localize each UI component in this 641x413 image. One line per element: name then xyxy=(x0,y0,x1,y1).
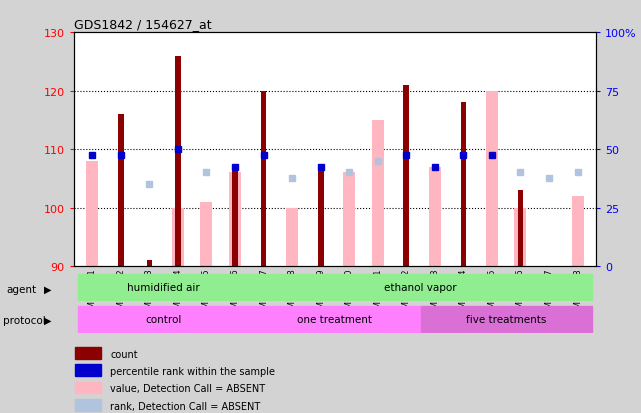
Text: count: count xyxy=(110,349,138,359)
Bar xyxy=(201,202,212,266)
Bar xyxy=(286,208,298,266)
Text: rank, Detection Call = ABSENT: rank, Detection Call = ABSENT xyxy=(110,401,260,411)
Text: GDS1842 / 154627_at: GDS1842 / 154627_at xyxy=(74,17,212,31)
Bar xyxy=(118,115,124,266)
Bar xyxy=(75,382,101,394)
Text: agent: agent xyxy=(6,284,37,294)
Text: percentile rank within the sample: percentile rank within the sample xyxy=(110,366,275,376)
Bar xyxy=(460,103,466,266)
Bar xyxy=(75,347,101,359)
Bar xyxy=(318,167,324,266)
Text: ▶: ▶ xyxy=(44,284,51,294)
Bar xyxy=(403,85,409,266)
Bar xyxy=(175,56,181,266)
Bar xyxy=(372,121,384,266)
Bar xyxy=(249,306,420,332)
Bar xyxy=(172,208,184,266)
Bar xyxy=(75,399,101,411)
Bar xyxy=(420,306,592,332)
Text: ▶: ▶ xyxy=(44,315,51,325)
Bar xyxy=(429,167,441,266)
Text: control: control xyxy=(146,314,182,324)
Bar xyxy=(75,365,101,376)
Text: ethanol vapor: ethanol vapor xyxy=(384,282,457,292)
Bar xyxy=(486,91,498,266)
Bar xyxy=(515,208,526,266)
Bar xyxy=(572,196,583,266)
Bar xyxy=(147,261,152,266)
Bar xyxy=(518,190,523,266)
Bar xyxy=(249,275,592,300)
Text: five treatments: five treatments xyxy=(466,314,546,324)
Bar xyxy=(87,161,98,266)
Text: protocol: protocol xyxy=(3,315,46,325)
Bar xyxy=(78,306,249,332)
Bar xyxy=(229,173,241,266)
Bar xyxy=(232,167,238,266)
Bar xyxy=(343,173,355,266)
Text: one treatment: one treatment xyxy=(297,314,372,324)
Text: value, Detection Call = ABSENT: value, Detection Call = ABSENT xyxy=(110,383,265,394)
Bar xyxy=(78,275,249,300)
Text: humidified air: humidified air xyxy=(128,282,200,292)
Bar xyxy=(261,91,267,266)
